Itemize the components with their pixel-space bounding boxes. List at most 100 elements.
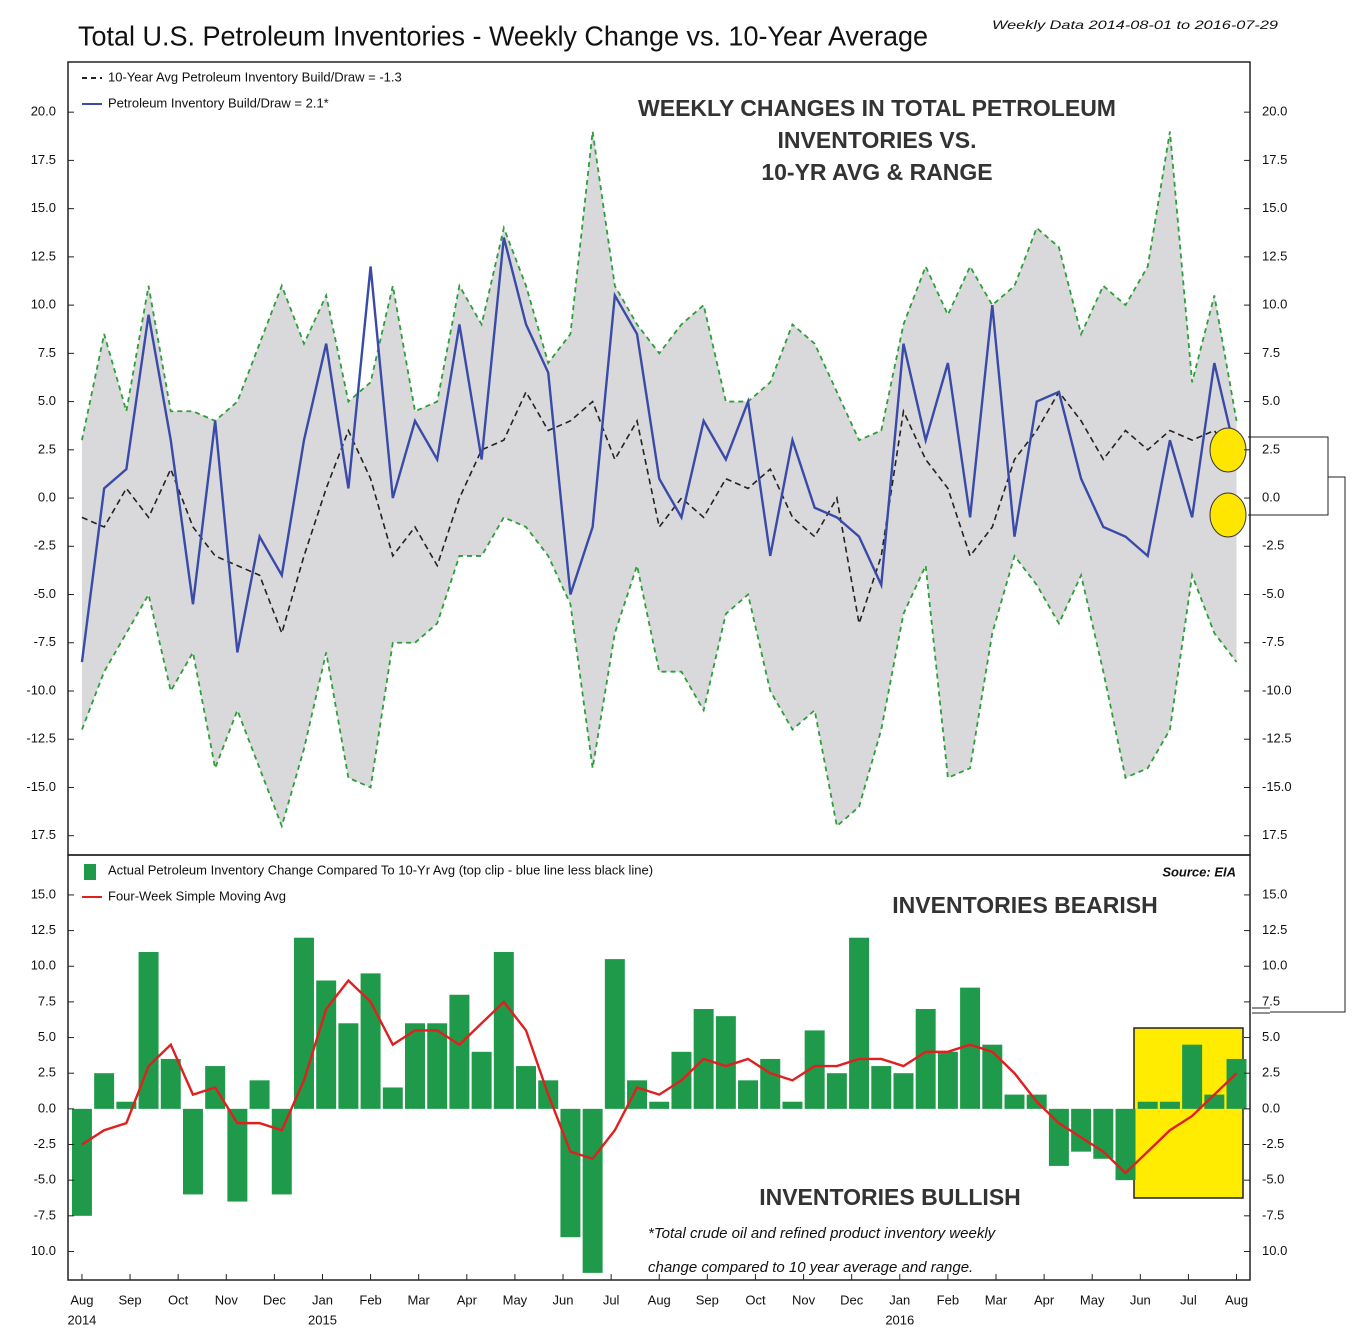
y-tick-label: -10.0 (26, 682, 56, 697)
bar (560, 1108, 581, 1238)
legend-label: Four-Week Simple Moving Avg (108, 888, 286, 903)
bar (405, 1023, 425, 1109)
x-tick-label: Dec (263, 1292, 287, 1307)
bar (427, 1023, 448, 1109)
y-tick-label: 2.5 (38, 441, 56, 456)
y-tick-label: -12.5 (26, 731, 56, 746)
bar (738, 1080, 759, 1109)
x-year-label: 2016 (885, 1312, 914, 1327)
bar (1226, 1058, 1247, 1109)
x-tick-label: Mar (985, 1292, 1008, 1307)
annotation: INVENTORIES BEARISH (892, 892, 1157, 918)
bar (1071, 1108, 1092, 1152)
y-tick-label: 15.0 (31, 886, 56, 901)
bar (893, 1073, 914, 1109)
x-tick-label: Sep (118, 1292, 141, 1307)
y2-tick-label: 5.0 (1262, 393, 1280, 408)
bar (982, 1044, 1003, 1109)
x-tick-label: Jan (889, 1292, 910, 1307)
bar (649, 1101, 670, 1109)
bar (360, 973, 381, 1109)
annotation: WEEKLY CHANGES IN TOTAL PETROLEUM (638, 95, 1116, 121)
bar (1093, 1108, 1114, 1159)
y-tick-label: 17.5 (31, 827, 56, 842)
legend-label: 10-Year Avg Petroleum Inventory Build/Dr… (108, 69, 402, 84)
x-tick-label: Feb (937, 1292, 959, 1307)
marker-circle (1209, 427, 1247, 473)
y2-tick-label: -5.0 (1262, 1172, 1284, 1187)
y-tick-label: 15.0 (31, 200, 56, 215)
bar (1048, 1108, 1069, 1166)
x-year-label: 2014 (67, 1312, 96, 1327)
y2-tick-label: 7.5 (1262, 345, 1280, 360)
x-tick-label: Oct (168, 1292, 189, 1307)
x-tick-label: Nov (215, 1292, 239, 1307)
range-edge (81, 516, 1238, 829)
y-tick-label: -2.5 (34, 538, 56, 553)
bar (271, 1108, 292, 1195)
bar (249, 1080, 270, 1109)
bar (316, 980, 337, 1109)
plots (71, 131, 1247, 1273)
bar (760, 1058, 781, 1109)
bar (94, 1073, 115, 1109)
subtitle: Weekly Data 2014-08-01 to 2016-07-29 (992, 18, 1278, 32)
y-tick-label: 17.5 (31, 152, 56, 167)
y2-tick-label: 5.0 (1262, 1029, 1280, 1044)
y2-tick-label: -5.0 (1262, 586, 1284, 601)
bracket (1270, 476, 1346, 1013)
y-tick-label: 7.5 (38, 345, 56, 360)
bar (1137, 1101, 1158, 1109)
legend-label: Petroleum Inventory Build/Draw = 2.1* (108, 95, 329, 110)
y-tick-label: 7.5 (38, 993, 56, 1008)
x-tick-label: Jun (1130, 1292, 1151, 1307)
x-tick-label: Feb (359, 1292, 381, 1307)
range-edge (81, 131, 1238, 442)
y-tick-label: 10.0 (31, 1243, 56, 1258)
bar (1004, 1094, 1025, 1109)
bar (715, 1016, 736, 1109)
x-tick-label: Aug (648, 1292, 671, 1307)
y2-tick-label: 10.0 (1262, 1243, 1287, 1258)
bar (804, 1030, 825, 1109)
x-tick-label: May (503, 1292, 528, 1307)
bar (871, 1066, 892, 1109)
y-tick-label: 5.0 (38, 1029, 56, 1044)
y2-tick-label: 15.0 (1262, 886, 1287, 901)
bar (382, 1087, 403, 1109)
x-tick-label: Jan (312, 1292, 333, 1307)
y-tick-label: 20.0 (31, 104, 56, 119)
x-tick-label: Nov (792, 1292, 816, 1307)
x-tick-label: Oct (745, 1292, 766, 1307)
bar (782, 1101, 803, 1109)
bar (516, 1066, 537, 1109)
x-tick-label: Jun (553, 1292, 574, 1307)
bar (471, 1051, 492, 1109)
y2-tick-label: 2.5 (1262, 1065, 1280, 1080)
x-year-label: 2015 (308, 1312, 337, 1327)
bar (826, 1073, 847, 1109)
bar (582, 1108, 603, 1273)
bar (182, 1108, 203, 1195)
y-tick-label: 0.0 (38, 1100, 56, 1115)
x-tick-label: Aug (1225, 1292, 1248, 1307)
y2-tick-label: 20.0 (1262, 104, 1287, 119)
x-tick-label: Apr (1034, 1292, 1055, 1307)
y-tick-label: 12.5 (31, 922, 56, 937)
y2-tick-label: 10.0 (1262, 958, 1287, 973)
y-tick-label: 2.5 (38, 1065, 56, 1080)
annotation: INVENTORIES BULLISH (759, 1184, 1021, 1210)
x-tick-label: Dec (840, 1292, 864, 1307)
legend-label: Actual Petroleum Inventory Change Compar… (108, 862, 653, 877)
x-tick-label: May (1080, 1292, 1105, 1307)
source: Source: EIA (1162, 864, 1236, 879)
y2-tick-label: 0.0 (1262, 489, 1280, 504)
bar (1115, 1108, 1136, 1181)
annotation: 10-YR AVG & RANGE (761, 159, 992, 185)
legend-swatch (84, 864, 96, 880)
y-tick-label: -15.0 (26, 779, 56, 794)
chart-title: Total U.S. Petroleum Inventories - Weekl… (78, 20, 928, 51)
bar (627, 1080, 648, 1109)
y-tick-label: -7.5 (34, 1207, 56, 1222)
